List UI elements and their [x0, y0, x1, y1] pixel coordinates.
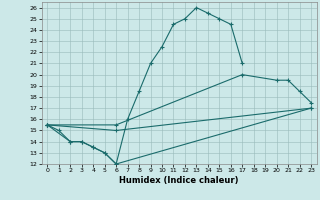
X-axis label: Humidex (Indice chaleur): Humidex (Indice chaleur): [119, 176, 239, 185]
